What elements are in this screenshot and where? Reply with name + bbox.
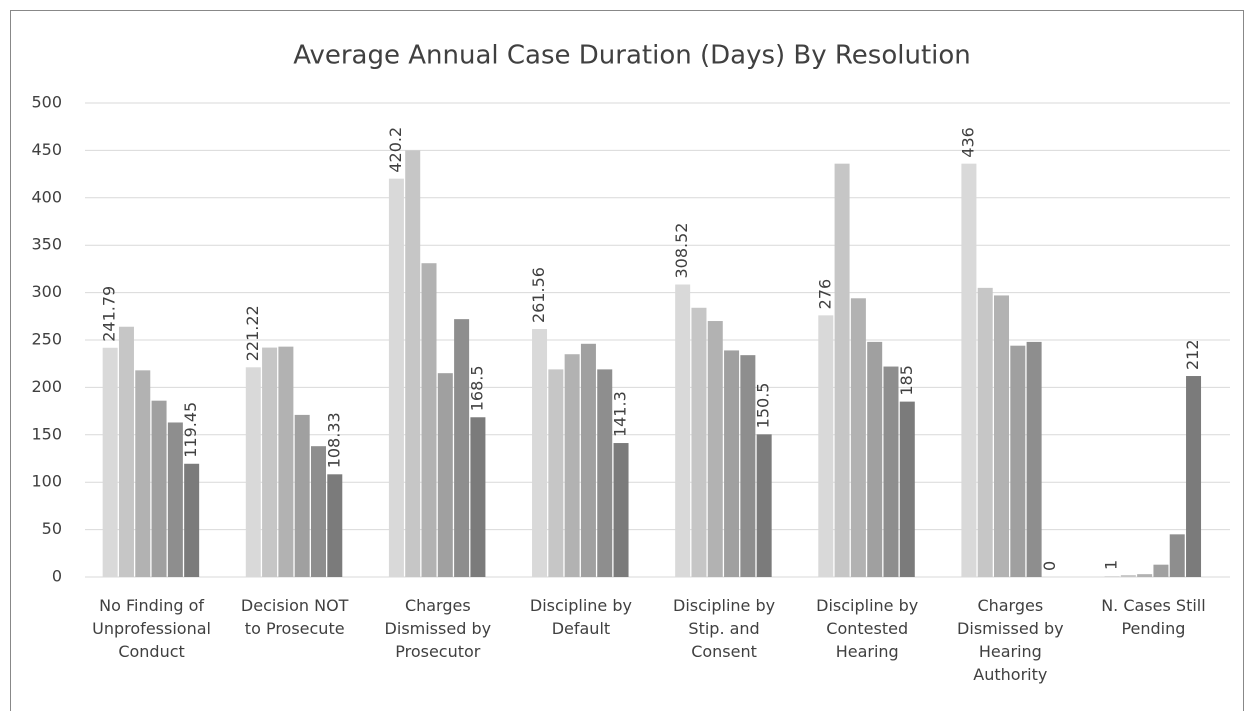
bar [1104,576,1120,577]
bar [405,150,421,577]
bar [724,350,740,577]
bar [118,326,134,577]
bar [613,443,629,577]
bar [691,307,707,577]
bar [262,347,278,577]
bar [388,178,404,578]
bar [597,369,613,577]
data-label: 168.5 [467,365,486,411]
bar [184,463,200,577]
bar [850,298,866,577]
bar [707,321,723,577]
bar [818,315,834,577]
y-tick-label: 200 [31,377,62,396]
bar [867,341,883,577]
bar [756,434,772,577]
x-tick-label: Charges Dismissed by Hearing Authority [957,596,1064,684]
data-label: 420.2 [386,127,405,173]
bar [532,329,548,577]
x-tick-label: Discipline by Stip. and Consent [673,596,776,661]
bar [102,347,118,577]
bar [421,263,437,577]
frame [10,10,1244,711]
bar [834,163,850,577]
data-label: 185 [897,365,916,396]
data-label: 0 [1040,561,1059,571]
bar [961,163,977,577]
y-tick-label: 50 [42,519,62,538]
y-tick-label: 150 [31,424,62,443]
bar [1120,575,1136,577]
chart-title: Average Annual Case Duration (Days) By R… [293,41,971,71]
x-tick-label: No Finding of Unprofessional Conduct [92,596,211,661]
bar [994,295,1010,577]
data-label: 108.33 [324,412,343,468]
bar [167,422,183,577]
x-tick-label: Discipline by Contested Hearing [816,596,919,661]
x-tick-label: N. Cases Still Pending [1101,596,1206,638]
bar [580,343,596,577]
bar [437,373,453,577]
bar [1026,341,1042,577]
data-label: 221.22 [243,305,262,361]
y-tick-label: 350 [31,235,62,254]
bar [675,284,691,577]
bar [548,369,564,577]
data-label: 276 [815,279,834,310]
y-tick-label: 400 [31,187,62,206]
bar [977,287,993,577]
bar [1169,534,1185,577]
y-tick-label: 450 [31,140,62,159]
bar [151,400,167,577]
data-label: 1 [1102,560,1121,570]
bar [1010,345,1026,577]
data-label: 436 [958,127,977,158]
data-label: 241.79 [100,286,119,342]
bar [740,355,756,577]
bar [1186,376,1202,577]
bar [245,367,261,577]
bar [278,346,294,577]
y-tick-label: 100 [31,472,62,491]
bar [327,474,343,577]
y-tick-label: 500 [31,93,62,112]
bar [470,417,486,577]
bar [564,354,580,577]
data-label: 212 [1183,339,1202,370]
bar [1153,564,1169,577]
x-tick-label: Decision NOT to Prosecute [240,596,349,638]
x-tick-label: Discipline by Default [529,596,632,638]
y-tick-label: 300 [31,282,62,301]
bar [310,446,326,577]
data-label: 150.5 [754,383,773,429]
data-label: 141.3 [611,391,630,437]
bar [135,370,151,577]
y-tick-label: 0 [52,567,62,586]
data-label: 119.45 [181,402,200,458]
bar [294,414,310,577]
x-tick-label: Charges Dismissed by Prosecutor [384,596,492,661]
data-label: 261.56 [529,267,548,323]
bar [883,366,899,577]
data-label: 308.52 [672,223,691,279]
y-tick-label: 250 [31,330,62,349]
bar [1137,574,1153,577]
bar [899,401,915,577]
bar [454,319,470,577]
